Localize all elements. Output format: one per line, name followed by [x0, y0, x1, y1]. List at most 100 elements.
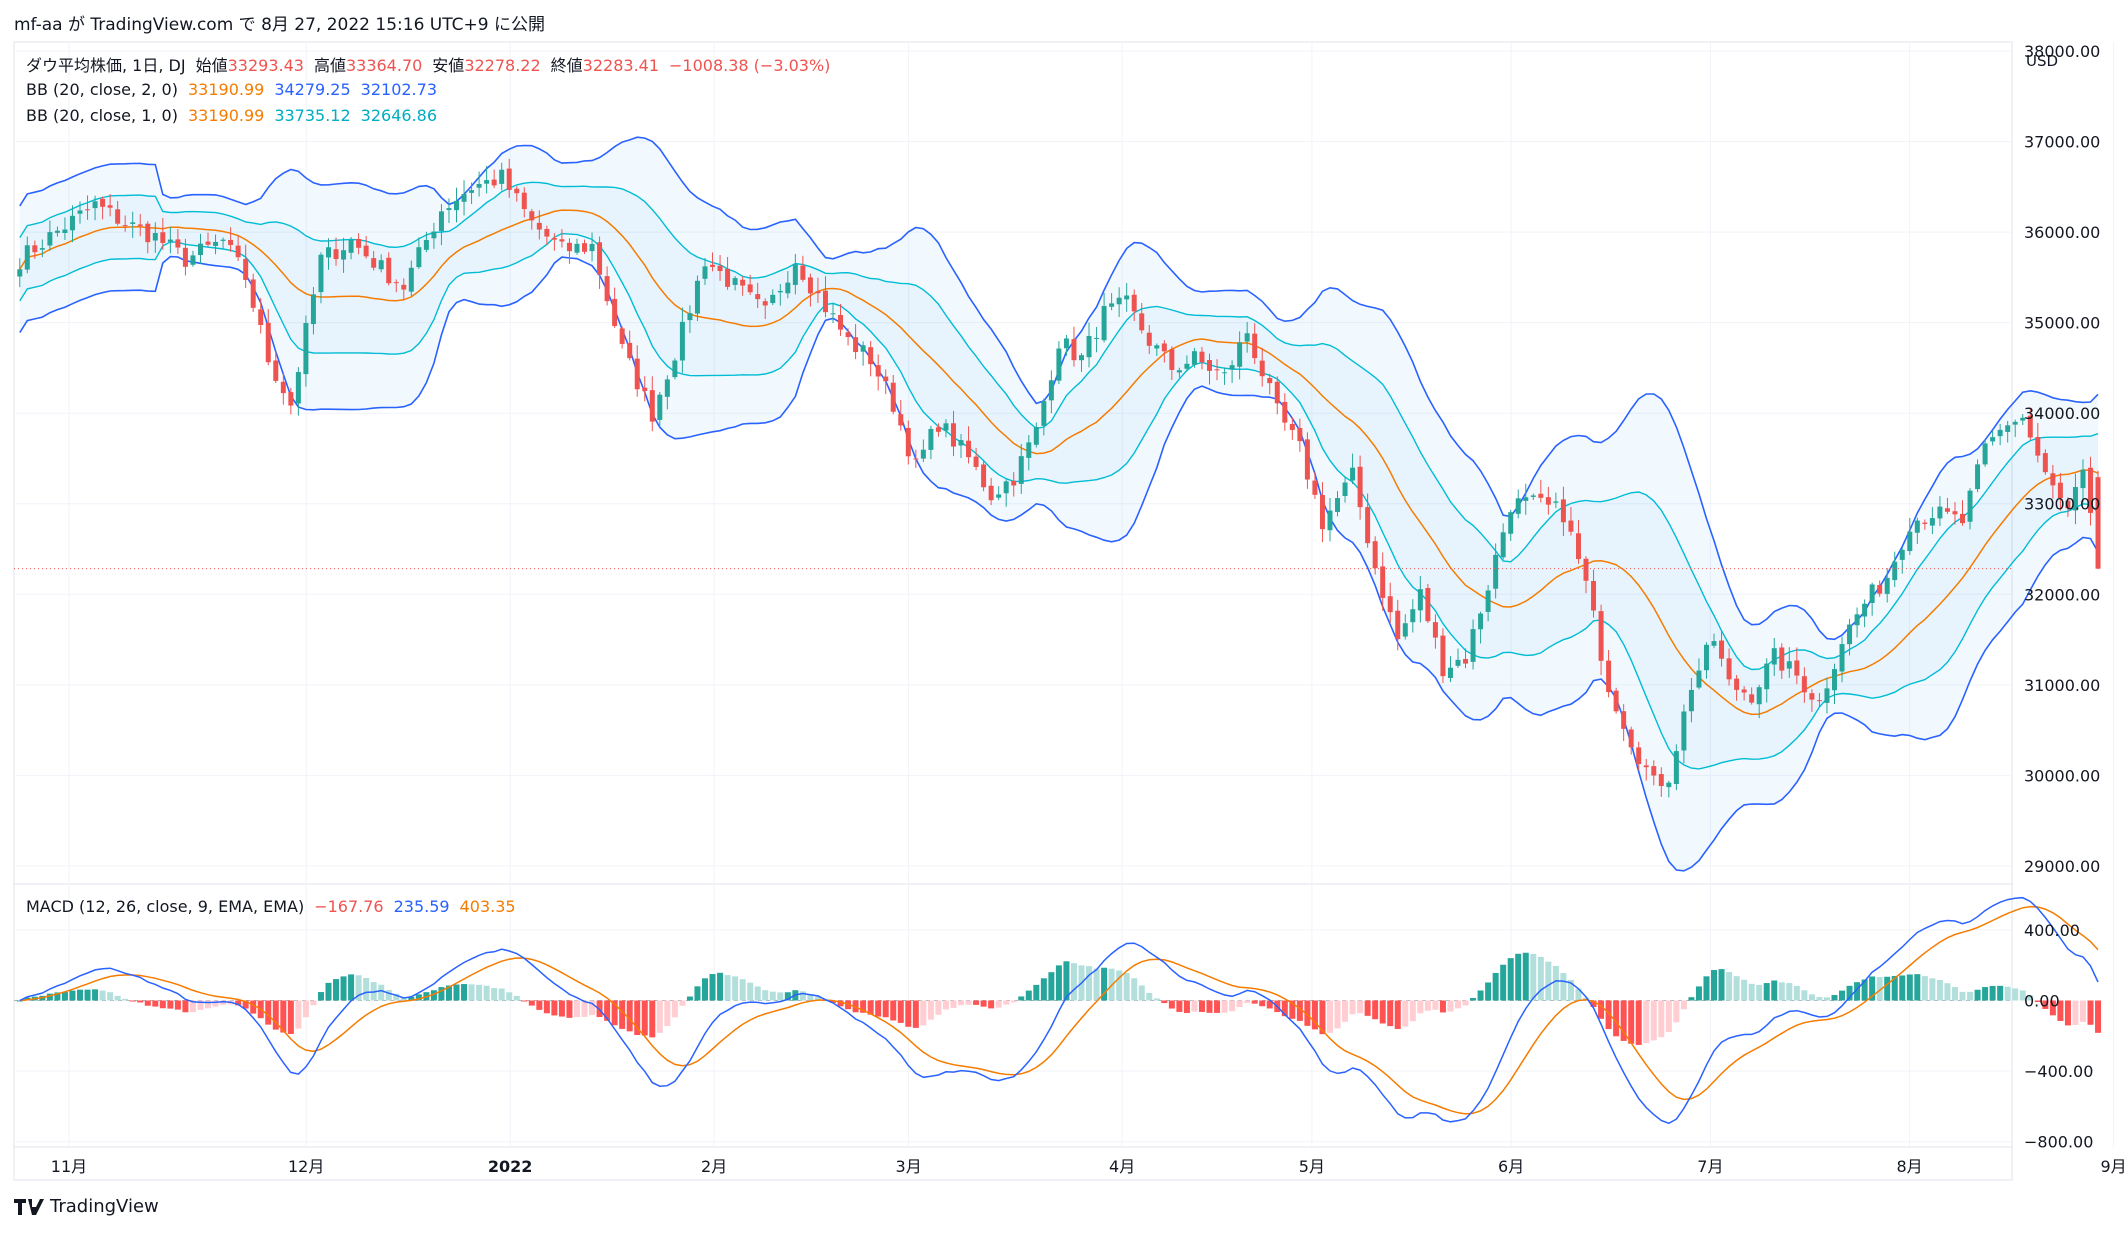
macd-histogram-bar [784, 992, 791, 1001]
candle [446, 208, 452, 211]
candle [1575, 533, 1581, 560]
candle [928, 428, 934, 450]
candle [2042, 453, 2048, 473]
price-tick-label: 33000.00 [2024, 495, 2100, 514]
macd-histogram-bar [942, 1000, 949, 1010]
macd-histogram-bar [340, 976, 347, 1001]
candle [1621, 711, 1627, 729]
candle [1146, 332, 1152, 346]
macd-histogram-bar [1123, 972, 1130, 1001]
candle [341, 250, 347, 260]
macd-histogram-bar [1326, 1000, 1333, 1033]
candle [1583, 558, 1589, 581]
candle [950, 423, 956, 447]
macd-value: 235.59 [393, 897, 450, 916]
macd-histogram-bar [46, 993, 53, 1001]
candle [815, 291, 821, 294]
price-tick-label: 32000.00 [2024, 585, 2100, 604]
low-value: 32278.22 [464, 56, 541, 75]
candle [454, 200, 460, 211]
macd-histogram-bar [2019, 990, 2026, 1001]
macd-histogram-bar [400, 997, 407, 1001]
macd-histogram-bar [1372, 1000, 1379, 1020]
macd-histogram-bar [1214, 1000, 1221, 1013]
candle [2027, 415, 2033, 438]
macd-signal-line [19, 905, 2099, 1115]
macd-histogram-bar [408, 996, 415, 1001]
candle [2072, 487, 2078, 511]
candle [1907, 531, 1913, 552]
candle [589, 243, 595, 252]
candle [2012, 421, 2018, 425]
macd-histogram-bar [242, 1000, 249, 1009]
macd-histogram-bar [1876, 977, 1883, 1001]
macd-histogram-bar [701, 978, 708, 1001]
macd-histogram-bar [1063, 961, 1070, 1001]
candle [544, 228, 550, 237]
macd-histogram-bar [1289, 1000, 1296, 1019]
macd-histogram-bar [1402, 1000, 1409, 1027]
candle [1312, 480, 1318, 495]
candle [1869, 584, 1875, 603]
candle [273, 360, 279, 381]
candle [167, 239, 173, 242]
candle [1779, 647, 1785, 671]
bb1-legend[interactable]: BB (20, close, 1, 0) 33190.99 33735.12 3264… [26, 106, 447, 125]
candle [1809, 693, 1815, 700]
macd-histogram-bar [882, 1000, 889, 1018]
macd-tick-label: 0.00 [2024, 991, 2060, 1010]
macd-histogram-bar [2057, 1000, 2064, 1021]
candle [197, 243, 203, 256]
main-legend: ダウ平均株価, 1日, DJ 始値33293.43 高値33364.70 安値3227… [26, 52, 840, 76]
macd-histogram-bar [1259, 1000, 1266, 1007]
macd-histogram-bar [363, 977, 370, 1001]
candle [1116, 297, 1122, 305]
macd-histogram-bar [656, 1000, 663, 1033]
candle [1613, 690, 1619, 712]
macd-histogram-bar [1086, 966, 1093, 1001]
candle [1455, 659, 1461, 666]
macd-histogram-bar [1477, 990, 1484, 1001]
macd-histogram-bar [536, 1000, 543, 1010]
macd-histogram-bar [438, 987, 445, 1001]
candle [491, 179, 497, 186]
macd-histogram-bar [430, 990, 437, 1001]
candle [1515, 498, 1521, 514]
candle [619, 328, 625, 344]
candle [1327, 510, 1333, 531]
candle [1222, 372, 1228, 374]
candle [1101, 305, 1107, 341]
macd-histogram-bar [1567, 979, 1574, 1001]
candle [1741, 689, 1747, 693]
macd-axis: 400.00 0.00 −400.00 −800.00 [2024, 921, 2093, 1152]
time-tick-label: 2月 [701, 1157, 727, 1176]
macd-histogram-bar [762, 990, 769, 1001]
candle [792, 264, 798, 285]
price-axis: 29000.00 30000.00 31000.00 32000.00 33000.00… [2024, 42, 2100, 876]
macd-histogram-bar [1891, 975, 1898, 1001]
macd-histogram-bar [1808, 994, 1815, 1001]
candle [627, 342, 633, 359]
bb1-lower-line [19, 232, 2099, 770]
candle [32, 245, 38, 253]
macd-histogram-bar [483, 985, 490, 1001]
candle [258, 309, 264, 326]
candle [860, 345, 866, 352]
candle [1816, 700, 1822, 702]
tradingview-logo[interactable]: TradingView [14, 1196, 159, 1217]
symbol-label[interactable]: ダウ平均株価, 1日, DJ [26, 56, 186, 75]
price-tick-label: 37000.00 [2024, 133, 2100, 152]
macd-histogram-bar [1010, 1000, 1017, 1003]
candle [1591, 580, 1597, 611]
macd-histogram-bar [1921, 976, 1928, 1001]
macd-histogram-bar [814, 996, 821, 1001]
macd-histogram-bar [1424, 1000, 1431, 1011]
bb2-legend[interactable]: BB (20, close, 2, 0) 33190.99 34279.25 3210… [26, 80, 447, 99]
macd-histogram-bar [973, 1000, 980, 1005]
candle [1598, 611, 1604, 661]
candle [1086, 335, 1092, 358]
candle [1726, 658, 1732, 680]
macd-legend[interactable]: MACD (12, 26, close, 9, EMA, EMA) −167.76… [26, 897, 526, 916]
macd-histogram-bar [611, 1000, 618, 1026]
